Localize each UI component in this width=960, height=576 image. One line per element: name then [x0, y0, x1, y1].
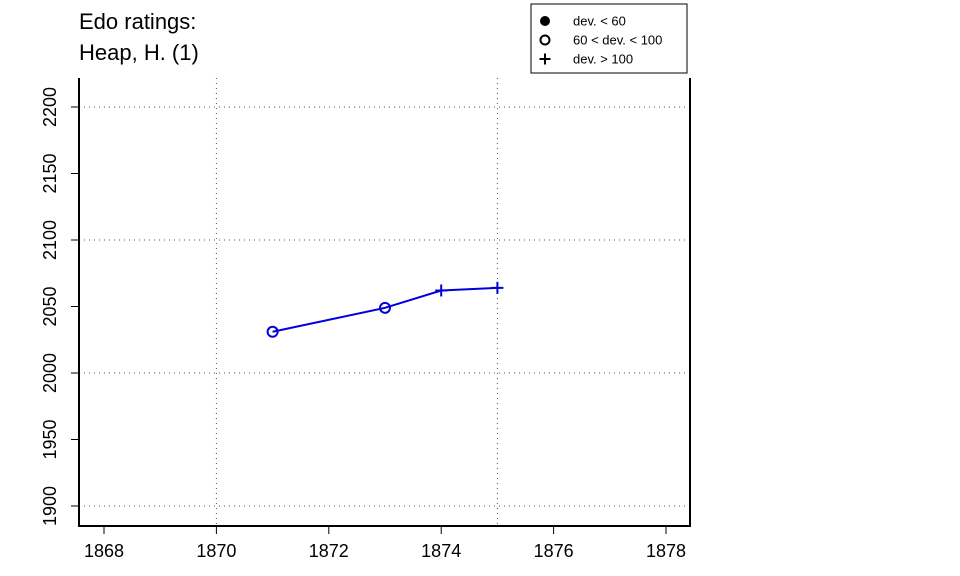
legend-label: dev. > 100 [573, 52, 633, 67]
x-tick-label: 1876 [534, 541, 574, 561]
x-tick-label: 1878 [646, 541, 686, 561]
legend: dev. < 60 60 < dev. < 100 dev. > 100 [530, 3, 688, 74]
series-layer [266, 281, 504, 338]
chart-title-line-2: Heap, H. (1) [79, 40, 199, 65]
point-open-circle [266, 325, 279, 338]
axes: 1868 1870 1872 1874 1876 1878 1900 1950 2000 2050… [40, 78, 691, 561]
plot-frame [78, 78, 691, 527]
point-plus [491, 281, 504, 294]
point-plus [539, 53, 551, 65]
y-tick-label: 2200 [40, 87, 60, 127]
y-tick-label: 2150 [40, 153, 60, 193]
series-line [272, 286, 498, 333]
y-tick-label: 1950 [40, 419, 60, 459]
point-filled-circle [540, 16, 550, 26]
y-tick-label: 2050 [40, 286, 60, 326]
x-tick-label: 1868 [84, 541, 124, 561]
grid-lines [79, 78, 690, 526]
legend-box [530, 3, 688, 74]
point-open-circle [539, 34, 551, 46]
legend-label: 60 < dev. < 100 [573, 33, 662, 48]
x-tick-label: 1874 [421, 541, 461, 561]
point-plus [435, 284, 448, 297]
legend-label: dev. < 60 [573, 14, 626, 29]
y-tick-label: 1900 [40, 486, 60, 526]
x-tick-label: 1870 [196, 541, 236, 561]
point-open-circle [379, 301, 391, 314]
y-tick-label: 2100 [40, 220, 60, 260]
chart-title-line-1: Edo ratings: [79, 9, 197, 34]
y-tick-label: 2000 [40, 353, 60, 393]
x-tick-label: 1872 [309, 541, 349, 561]
